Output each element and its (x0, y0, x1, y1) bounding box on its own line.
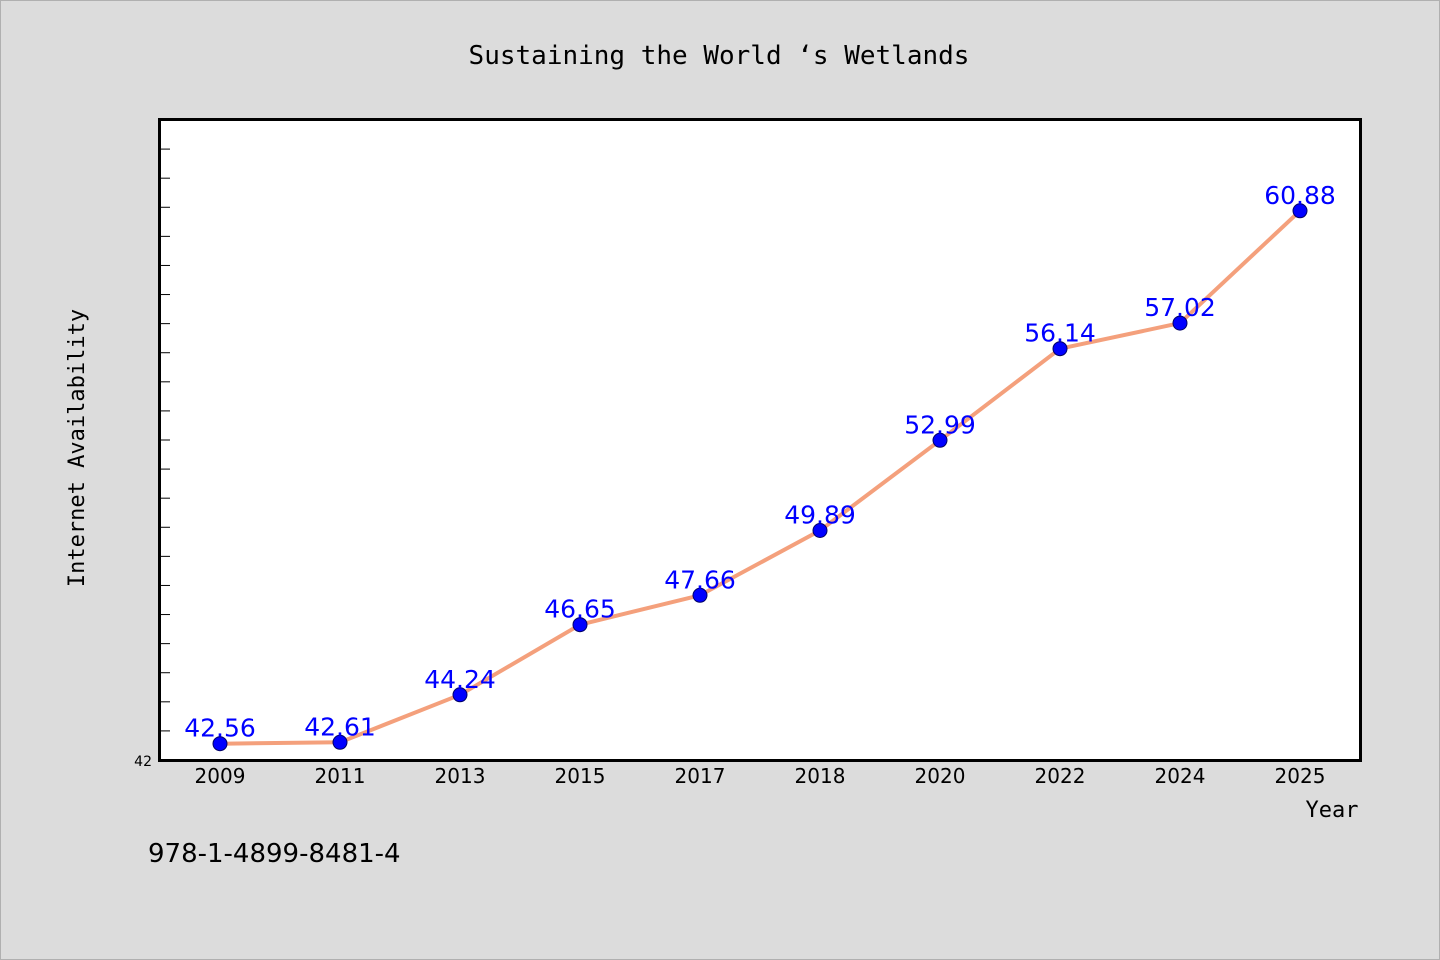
x-tick-label: 2015 (555, 764, 606, 788)
data-label: 42.56 (184, 714, 256, 743)
plot-area (158, 118, 1362, 762)
data-point (452, 687, 468, 703)
chart-title: Sustaining the World ‘s Wetlands (469, 41, 970, 71)
x-tick-label: 2024 (1155, 764, 1206, 788)
data-point (932, 432, 948, 448)
data-point (332, 734, 348, 750)
series-group (219, 209, 1302, 746)
data-labels: 42.56 42.61 44.24 46.65 47.66 49.89 52.99 56.14… (184, 181, 1336, 743)
x-tick-label: 2017 (675, 764, 726, 788)
data-point (1292, 203, 1308, 219)
x-tick-label: 2020 (915, 764, 966, 788)
data-point (212, 736, 228, 752)
data-label: 44.24 (424, 665, 496, 694)
isbn-footer: 978-1-4899-8481-4 (148, 839, 401, 869)
series-line (219, 209, 1302, 746)
x-tick-label: 2018 (795, 764, 846, 788)
x-axis-tick-labels: 2009 2011 2013 2015 2017 2018 2020 2022 2024 2025 (195, 764, 1326, 788)
data-point (812, 523, 828, 538)
x-tick-label: 2013 (435, 764, 486, 788)
data-label: 56.14 (1024, 319, 1096, 348)
data-label: 42.61 (304, 712, 376, 741)
x-tick-label: 2022 (1035, 764, 1086, 788)
data-point (692, 587, 708, 603)
data-label: 60.88 (1264, 181, 1336, 210)
data-point (572, 617, 588, 633)
data-point (1172, 315, 1188, 331)
data-label: 47.66 (664, 565, 736, 594)
x-tick-label: 2011 (315, 764, 366, 788)
data-label: 57.02 (1144, 293, 1216, 322)
y-axis-label: Internet Availability (65, 309, 90, 587)
y-axis-ticks (160, 148, 170, 761)
x-tick-label: 2025 (1275, 764, 1326, 788)
x-axis-label: Year (1306, 798, 1359, 823)
y-tick-label: 42 (134, 754, 152, 770)
data-label: 46.65 (544, 595, 616, 624)
data-point (1052, 341, 1068, 357)
data-label: 49.89 (784, 501, 856, 530)
data-label: 52.99 (904, 410, 976, 439)
x-tick-label: 2009 (195, 764, 246, 788)
data-points (212, 203, 1308, 752)
